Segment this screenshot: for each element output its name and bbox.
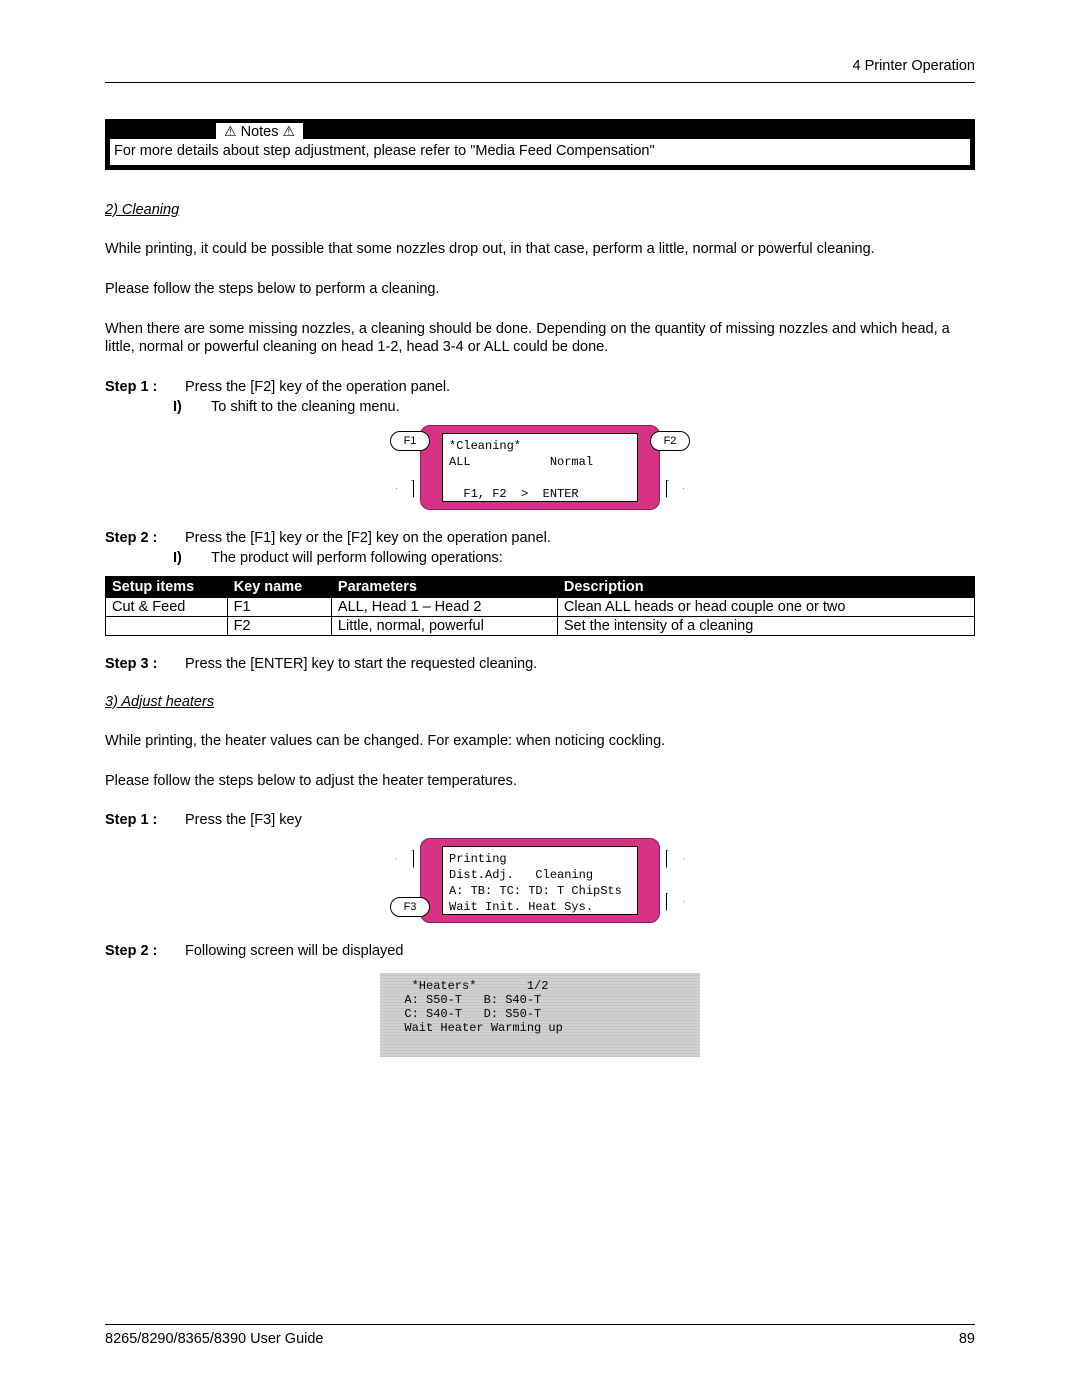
notes-body: For more details about step adjustment, … xyxy=(110,139,970,165)
heaters-p1: While printing, the heater values can be… xyxy=(105,732,975,750)
heaters-p2: Please follow the steps below to adjust … xyxy=(105,772,975,790)
left-arrow-icon[interactable] xyxy=(396,480,414,498)
step1-text: Press the [F2] key of the operation pane… xyxy=(185,379,975,395)
heaters-heading: 3) Adjust heaters xyxy=(105,694,975,710)
step2-label: Step 2 : xyxy=(105,530,173,546)
th-desc: Description xyxy=(557,576,974,597)
heaters-step2-text: Following screen will be displayed xyxy=(185,943,975,959)
right-arrow-icon[interactable] xyxy=(666,893,684,911)
lcd-panel-1: F1 F2 *Cleaning* ALL Normal F1, F2 > ENT… xyxy=(390,425,690,510)
step2-sub: I) The product will perform following op… xyxy=(105,550,975,566)
warning-icon: ⚠ xyxy=(224,123,237,140)
cleaning-p3: When there are some missing nozzles, a c… xyxy=(105,320,975,356)
step1-sub: I) To shift to the cleaning menu. xyxy=(105,399,975,415)
heaters-step1-row: Step 1 : Press the [F3] key xyxy=(105,812,975,828)
lcd-screen-1: *Cleaning* ALL Normal F1, F2 > ENTER xyxy=(442,433,638,502)
header-rule xyxy=(105,82,975,83)
notes-header: ⚠ Notes ⚠ xyxy=(216,123,303,140)
lcd-panel-2: F3 Printing Dist.Adj. Cleaning A: TB: TC… xyxy=(390,838,690,923)
step1-row: Step 1 : Press the [F2] key of the opera… xyxy=(105,379,975,395)
notes-box: ⚠ Notes ⚠ For more details about step ad… xyxy=(105,119,975,170)
step1-sub-bullet: I) xyxy=(173,399,201,415)
step2-text: Press the [F1] key or the [F2] key on th… xyxy=(185,530,975,546)
footer-page: 89 xyxy=(959,1331,975,1347)
right-arrow-icon[interactable] xyxy=(666,480,684,498)
step2-sub-text: The product will perform following opera… xyxy=(211,550,503,566)
table-row: Cut & Feed F1 ALL, Head 1 – Head 2 Clean… xyxy=(106,597,975,616)
cleaning-p2: Please follow the steps below to perform… xyxy=(105,280,975,298)
cleaning-p1: While printing, it could be possible tha… xyxy=(105,240,975,258)
notes-label: Notes xyxy=(241,124,279,140)
right-arrow-icon[interactable] xyxy=(666,850,684,868)
th-key: Key name xyxy=(227,576,331,597)
step2-sub-bullet: I) xyxy=(173,550,201,566)
page-footer: 8265/8290/8365/8390 User Guide 89 xyxy=(105,1324,975,1347)
heaters-step1-text: Press the [F3] key xyxy=(185,812,975,828)
footer-guide: 8265/8290/8365/8390 User Guide xyxy=(105,1331,323,1347)
step1-sub-text: To shift to the cleaning menu. xyxy=(211,399,400,415)
th-setup: Setup items xyxy=(106,576,228,597)
heaters-step2-row: Step 2 : Following screen will be displa… xyxy=(105,943,975,959)
f1-key[interactable]: F1 xyxy=(390,431,430,451)
heaters-step1-label: Step 1 : xyxy=(105,812,173,828)
step1-label: Step 1 : xyxy=(105,379,173,395)
th-params: Parameters xyxy=(331,576,557,597)
table-row: F2 Little, normal, powerful Set the inte… xyxy=(106,616,975,635)
left-arrow-icon[interactable] xyxy=(396,850,414,868)
step3-label: Step 3 : xyxy=(105,656,173,672)
heaters-gray-screen: *Heaters* 1/2 A: S50-T B: S40-T C: S40-T… xyxy=(380,973,700,1057)
f3-key[interactable]: F3 xyxy=(390,897,430,917)
warning-icon: ⚠ xyxy=(283,123,296,140)
f2-key[interactable]: F2 xyxy=(650,431,690,451)
step3-row: Step 3 : Press the [ENTER] key to start … xyxy=(105,656,975,672)
chapter-header: 4 Printer Operation xyxy=(105,58,975,74)
heaters-step2-label: Step 2 : xyxy=(105,943,173,959)
cleaning-heading: 2) Cleaning xyxy=(105,202,975,218)
step3-text: Press the [ENTER] key to start the reque… xyxy=(185,656,975,672)
lcd-screen-2: Printing Dist.Adj. Cleaning A: TB: TC: T… xyxy=(442,846,638,915)
cleaning-table: Setup items Key name Parameters Descript… xyxy=(105,576,975,636)
step2-row: Step 2 : Press the [F1] key or the [F2] … xyxy=(105,530,975,546)
